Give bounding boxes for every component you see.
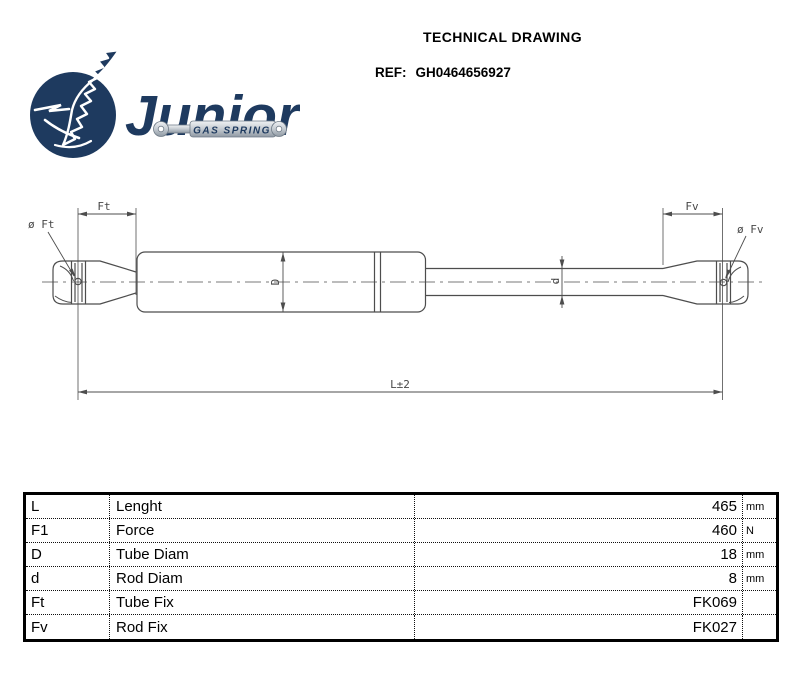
dim-label-dia-ft: ø Ft (28, 218, 55, 231)
extension-lines (77, 208, 723, 400)
cell-symbol: D (26, 543, 110, 566)
cell-value: FK069 (415, 591, 743, 614)
dimension-arrowheads (69, 211, 731, 395)
tube-end-fitting (52, 260, 137, 305)
cell-symbol: d (26, 567, 110, 590)
cell-symbol: Ft (26, 591, 110, 614)
dim-label-dia-fv: ø Fv (737, 223, 764, 236)
rod-end-fitting (662, 260, 749, 305)
cell-value: 465 (415, 495, 743, 518)
table-row-force: F1 Force 460 N (26, 519, 776, 543)
junior-logo: Junior GAS SPRING (30, 48, 300, 158)
cell-name: Lenght (110, 495, 415, 518)
dimension-lines (47, 213, 747, 393)
cell-unit: N (746, 524, 754, 537)
cell-value: 8 (415, 567, 743, 590)
cell-symbol: Fv (26, 615, 110, 639)
cell-unit: mm (746, 548, 765, 561)
cell-unit (743, 615, 776, 639)
dim-label-fv: Fv (685, 200, 699, 213)
cell-value: FK027 (415, 615, 743, 639)
cell-unit: mm (746, 572, 765, 585)
cell-unit (743, 591, 776, 614)
banner-tagline: GAS SPRING (193, 126, 271, 137)
spec-table: L Lenght 465 mm F1 Force 460 N D Tube Di… (23, 492, 779, 642)
reference-line: REF: GH0464656927 (375, 65, 511, 80)
gas-spring-drawing: Ft Fv ø Ft ø Fv D d L±2 (28, 200, 764, 400)
cell-name: Tube Diam (110, 543, 415, 566)
table-row-rod-diam: d Rod Diam 8 mm (26, 567, 776, 591)
ref-value: GH0464656927 (415, 65, 511, 80)
gas-spring-banner: GAS SPRING (153, 120, 287, 138)
page-title: TECHNICAL DRAWING (423, 29, 582, 45)
table-row-length: L Lenght 465 mm (26, 495, 776, 519)
cell-name: Rod Fix (110, 615, 415, 639)
rod-outline (425, 267, 663, 297)
cell-name: Force (110, 519, 415, 542)
cell-symbol: F1 (26, 519, 110, 542)
dim-label-ft: Ft (97, 200, 110, 213)
cell-unit: mm (746, 500, 765, 513)
dim-label-rod-diam: d (549, 278, 562, 285)
cell-value: 460 (415, 519, 743, 542)
ref-label: REF: (375, 65, 407, 80)
cell-name: Rod Diam (110, 567, 415, 590)
dim-label-tube-diam: D (269, 279, 282, 286)
brand-wordmark: Junior (125, 84, 300, 148)
table-row-tube-fix: Ft Tube Fix FK069 (26, 591, 776, 615)
table-row-tube-diam: D Tube Diam 18 mm (26, 543, 776, 567)
cell-symbol: L (26, 495, 110, 518)
cell-value: 18 (415, 543, 743, 566)
eagle-emblem-icon (30, 48, 121, 158)
table-row-rod-fix: Fv Rod Fix FK027 (26, 615, 776, 639)
cell-name: Tube Fix (110, 591, 415, 614)
dim-label-length: L±2 (390, 378, 410, 391)
